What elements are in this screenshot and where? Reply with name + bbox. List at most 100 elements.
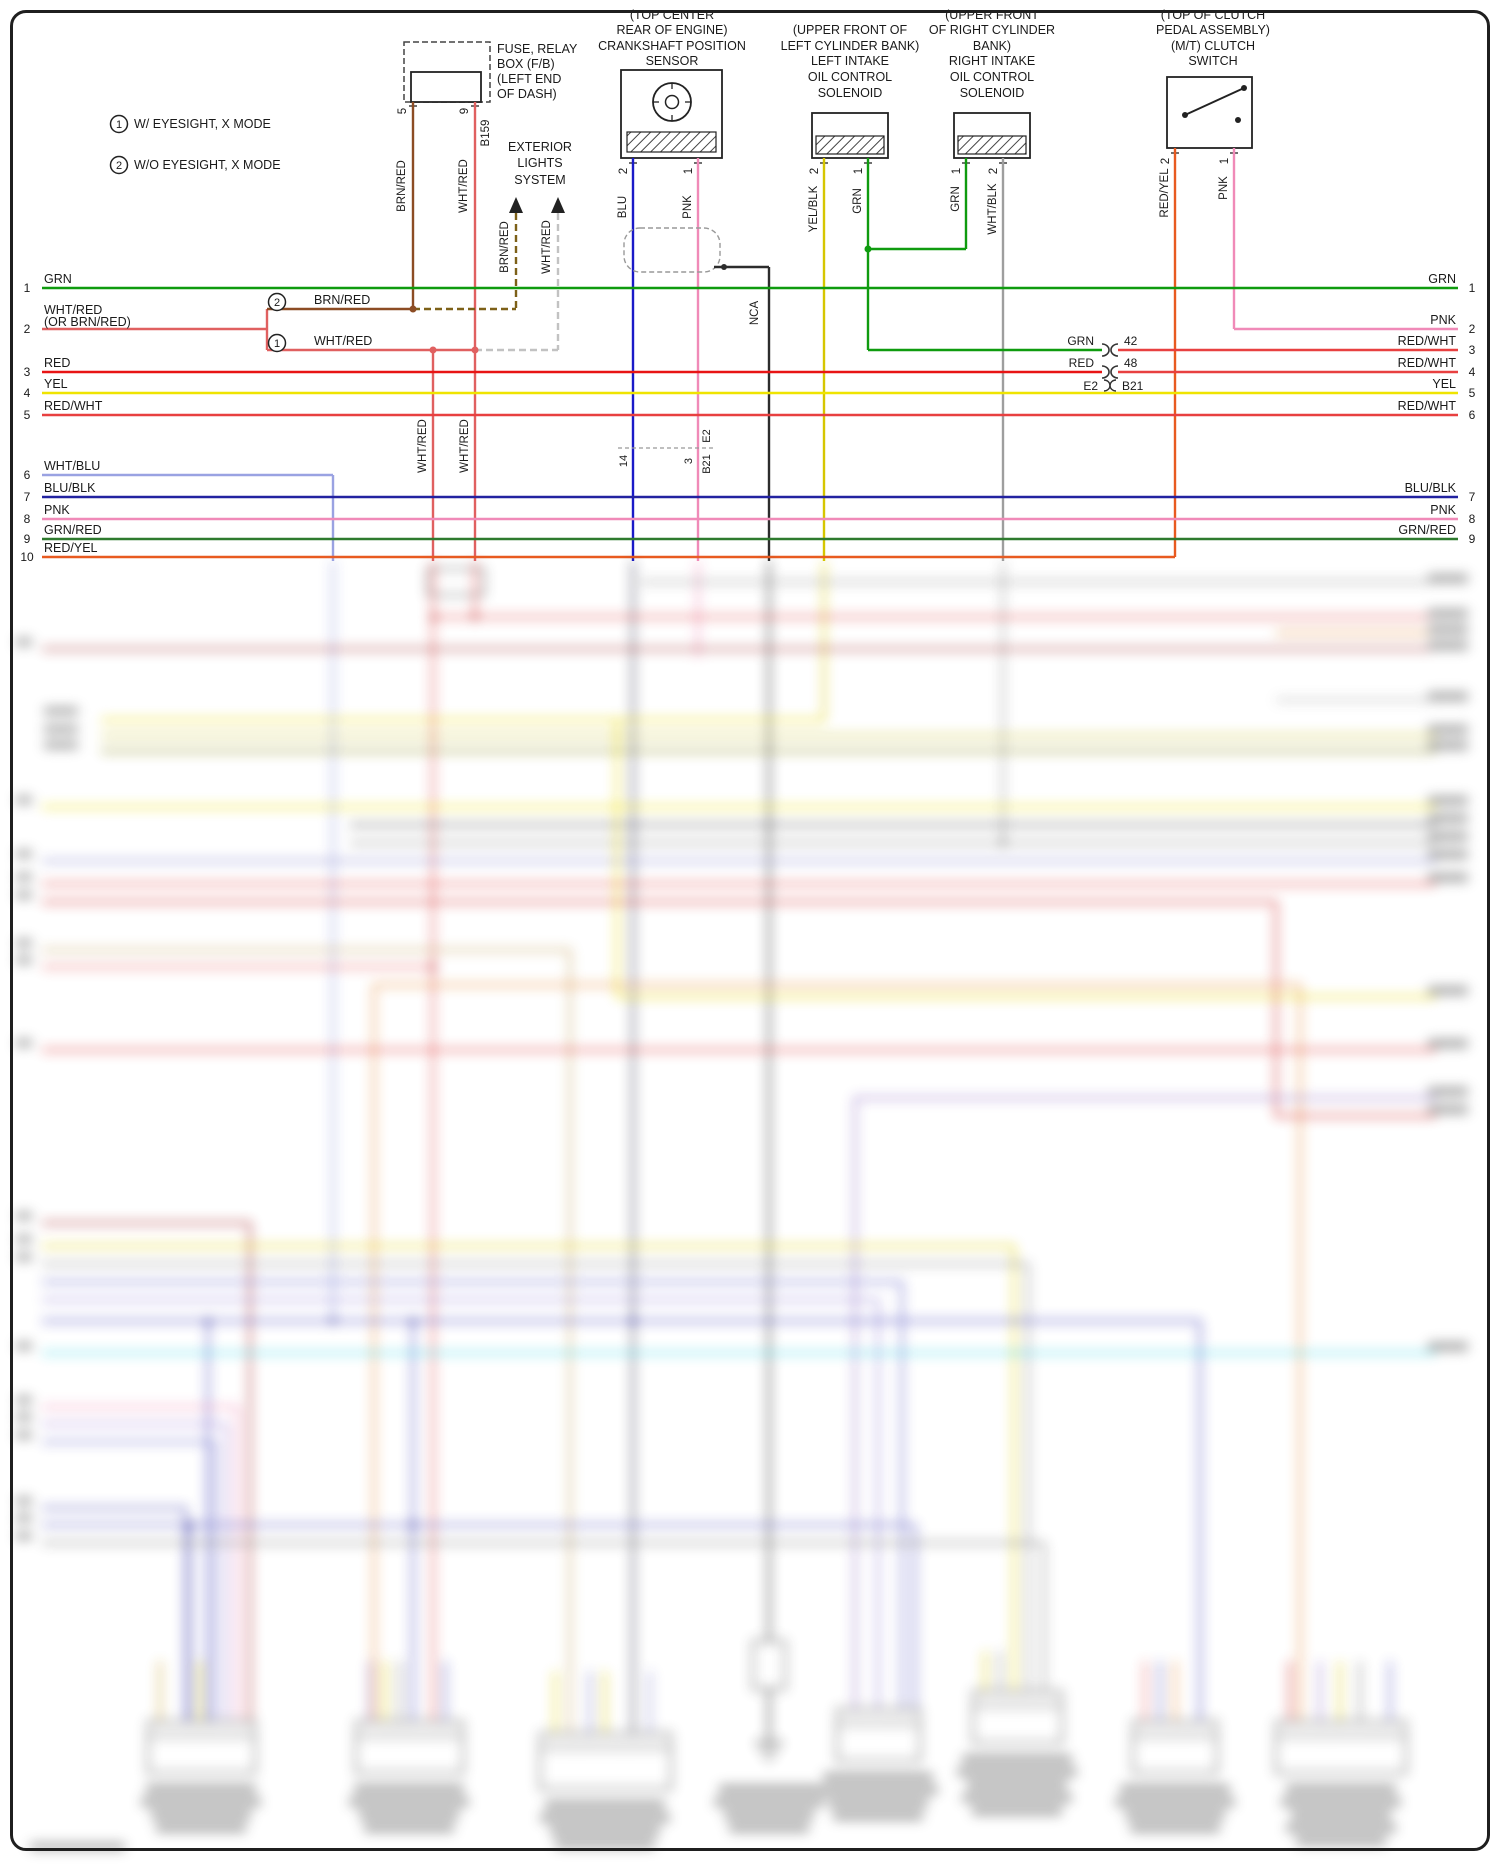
svg-text:SYSTEM: SYSTEM	[514, 173, 565, 187]
shield-outline	[623, 227, 721, 273]
svg-text:BLU: BLU	[617, 196, 629, 218]
svg-text:1: 1	[853, 168, 865, 174]
svg-text:2: 2	[618, 168, 630, 174]
svg-text:OF RIGHT CYLINDER: OF RIGHT CYLINDER	[929, 23, 1055, 37]
svg-text:(UPPER FRONT OF: (UPPER FRONT OF	[793, 23, 908, 37]
connector-arc-icon	[1101, 343, 1110, 357]
svg-text:6: 6	[24, 468, 31, 482]
svg-text:OIL CONTROL: OIL CONTROL	[950, 70, 1034, 84]
blurred-vertical-wires	[331, 561, 1005, 1760]
svg-text:(TOP OF CLUTCH: (TOP OF CLUTCH	[1161, 8, 1265, 22]
svg-text:PNK: PNK	[1430, 503, 1456, 517]
option-1-marker-icon	[267, 333, 287, 353]
svg-text:WHT/RED: WHT/RED	[459, 419, 471, 473]
svg-text:1: 1	[274, 338, 280, 350]
svg-text:1: 1	[1469, 281, 1476, 295]
svg-text:BANK): BANK)	[973, 39, 1011, 53]
svg-text:3: 3	[683, 458, 695, 464]
svg-text:1: 1	[951, 168, 963, 174]
svg-text:RED/YEL: RED/YEL	[1159, 168, 1171, 218]
legend-marker-2: 2	[116, 160, 122, 172]
svg-text:7: 7	[24, 490, 31, 504]
bus-labels-right: GRN 1 PNK 2 RED/WHT 3 RED/WHT 4 YEL 5 RED/WHT…	[1398, 272, 1476, 546]
svg-text:LEFT INTAKE: LEFT INTAKE	[811, 54, 889, 68]
branch-label-wht-red: WHT/RED	[314, 334, 372, 348]
blurred-watermark	[30, 1843, 125, 1850]
legend: 1 W/ EYESIGHT, X MODE 2 W/O EYESIGHT, X …	[109, 114, 281, 175]
svg-text:BOX (F/B): BOX (F/B)	[497, 57, 555, 71]
svg-text:GRN: GRN	[44, 272, 72, 286]
svg-text:9: 9	[24, 532, 31, 546]
legend-marker-1: 1	[116, 119, 122, 131]
fuse-relay-box: FUSE, RELAY BOX (F/B) (LEFT END OF DASH)…	[396, 41, 578, 561]
svg-text:1: 1	[683, 168, 695, 174]
svg-text:PNK: PNK	[1430, 313, 1456, 327]
svg-text:SOLENOID: SOLENOID	[960, 86, 1025, 100]
svg-text:2: 2	[1469, 322, 1476, 336]
mid-connector-e2-b21: GRN 42 RED 48 E2 B21	[1067, 334, 1143, 393]
svg-text:WHT/BLK: WHT/BLK	[987, 183, 999, 234]
svg-text:4: 4	[1469, 365, 1476, 379]
pin-9: 9	[459, 108, 471, 114]
svg-text:(TOP CENTER: (TOP CENTER	[630, 8, 714, 22]
blurred-component-captions	[30, 1755, 1401, 1850]
svg-text:CRANKSHAFT POSITION: CRANKSHAFT POSITION	[598, 39, 746, 53]
svg-text:42: 42	[1124, 334, 1138, 348]
svg-text:GRN/RED: GRN/RED	[44, 523, 102, 537]
svg-text:EXTERIOR: EXTERIOR	[508, 140, 572, 154]
left-intake-oil-control-solenoid: (UPPER FRONT OF LEFT CYLINDER BANK) LEFT…	[781, 23, 966, 561]
fuse-box-label: FUSE, RELAY	[497, 42, 578, 56]
svg-text:PEDAL ASSEMBLY): PEDAL ASSEMBLY)	[1156, 23, 1270, 37]
svg-text:PNK: PNK	[1218, 176, 1230, 200]
bus-lines	[42, 286, 1458, 561]
svg-text:YEL: YEL	[44, 377, 68, 391]
svg-text:(LEFT END: (LEFT END	[497, 72, 561, 86]
svg-text:RED: RED	[1069, 356, 1095, 370]
right-intake-oil-control-solenoid: (UPPER FRONT OF RIGHT CYLINDER BANK) RIG…	[929, 8, 1055, 561]
svg-text:YEL/BLK: YEL/BLK	[808, 185, 820, 232]
svg-text:WHT/RED: WHT/RED	[417, 419, 429, 473]
svg-text:2: 2	[809, 168, 821, 174]
svg-text:RED/WHT: RED/WHT	[1398, 334, 1457, 348]
svg-text:48: 48	[1124, 356, 1138, 370]
blurred-horizontal-wires	[42, 580, 1436, 1733]
svg-text:PNK: PNK	[44, 503, 70, 517]
svg-text:GRN: GRN	[950, 186, 962, 212]
svg-text:WHT/BLU: WHT/BLU	[44, 459, 100, 473]
option-2-marker-icon	[267, 292, 287, 312]
svg-text:LEFT CYLINDER BANK): LEFT CYLINDER BANK)	[781, 39, 920, 53]
blurred-component-stubs	[158, 1651, 1392, 1733]
svg-text:8: 8	[24, 512, 31, 526]
svg-text:(UPPER FRONT: (UPPER FRONT	[945, 8, 1039, 22]
wire-label-wht-red: WHT/RED	[458, 159, 470, 213]
switch-blade-icon	[1184, 87, 1245, 116]
svg-text:GRN: GRN	[1067, 334, 1094, 348]
svg-text:9: 9	[1469, 532, 1476, 546]
wire-label-nca: NCA	[749, 301, 761, 326]
bus-labels-left: GRN 1 WHT/RED (OR BRN/RED) 2 RED 3 YEL 4 RED…	[20, 272, 130, 561]
svg-text:5: 5	[1469, 386, 1476, 400]
svg-text:RED: RED	[44, 356, 70, 370]
svg-text:RED/WHT: RED/WHT	[1398, 356, 1457, 370]
wiring-diagram-top: 1 W/ EYESIGHT, X MODE 2 W/O EYESIGHT, X …	[20, 8, 1476, 561]
svg-text:GRN: GRN	[852, 188, 864, 214]
svg-text:2: 2	[1160, 158, 1172, 164]
crankshaft-position-sensor: (TOP CENTER REAR OF ENGINE) CRANKSHAFT P…	[598, 8, 771, 561]
svg-text:WHT/RED: WHT/RED	[44, 303, 102, 317]
svg-text:OF DASH): OF DASH)	[497, 87, 557, 101]
svg-text:2: 2	[24, 322, 31, 336]
svg-text:LIGHTS: LIGHTS	[517, 156, 562, 170]
svg-text:1: 1	[1219, 158, 1231, 164]
svg-text:YEL: YEL	[1432, 377, 1456, 391]
junction-dot	[471, 346, 479, 354]
up-arrow-icon	[509, 197, 523, 213]
svg-text:REAR OF ENGINE): REAR OF ENGINE)	[616, 23, 727, 37]
connector-b159: B159	[480, 120, 492, 147]
svg-text:SENSOR: SENSOR	[646, 54, 699, 68]
svg-text:10: 10	[20, 550, 34, 561]
svg-text:WHT/RED: WHT/RED	[541, 220, 553, 274]
svg-text:B21: B21	[1122, 379, 1144, 393]
wire-label-brn-red: BRN/RED	[396, 160, 408, 212]
legend-note-1: W/ EYESIGHT, X MODE	[134, 117, 271, 131]
